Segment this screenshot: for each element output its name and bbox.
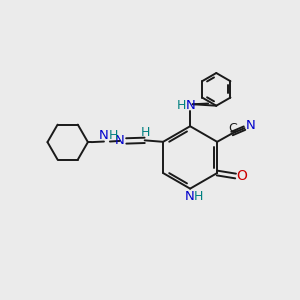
Text: H: H: [109, 129, 118, 142]
Text: N: N: [246, 119, 255, 132]
Text: H: H: [177, 99, 187, 112]
Text: N: N: [185, 190, 195, 203]
Text: N: N: [99, 129, 109, 142]
Text: O: O: [237, 169, 248, 183]
Text: N: N: [186, 99, 196, 112]
Text: H: H: [194, 190, 203, 203]
Text: N: N: [115, 134, 124, 147]
Text: C: C: [229, 122, 237, 135]
Text: H: H: [141, 126, 150, 140]
